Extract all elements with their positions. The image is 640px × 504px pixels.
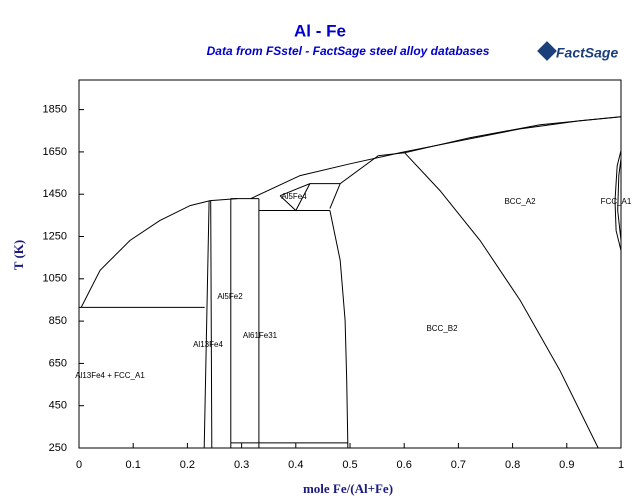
y-axis-label: T (K) [11, 240, 26, 270]
phase-boundary [80, 198, 238, 308]
y-tick-label: 450 [49, 400, 67, 412]
region-label: Al5Fe4 [281, 192, 307, 201]
region-label: Al13Fe4 [193, 340, 223, 349]
x-tick-label: 0.4 [288, 459, 303, 471]
phase-boundary [329, 183, 341, 209]
x-tick-label: 0.7 [451, 459, 466, 471]
y-tick-label: 1850 [43, 104, 67, 116]
x-axis-label: mole Fe/(Al+Fe) [303, 481, 393, 496]
y-tick-label: 650 [49, 357, 67, 369]
y-tick-label: 1650 [43, 146, 67, 158]
logo: FactSage [537, 41, 618, 61]
x-tick-label: 0.9 [559, 459, 574, 471]
x-tick-label: 0.2 [180, 459, 195, 471]
chart-title: Al - Fe [294, 21, 346, 40]
x-tick-label: 0.6 [397, 459, 412, 471]
phase-boundary [203, 200, 210, 449]
phase-boundary [230, 442, 349, 448]
phase-boundary [404, 152, 599, 449]
y-tick-label: 850 [49, 315, 67, 327]
logo-mark [537, 41, 557, 61]
phase-boundary [329, 210, 349, 443]
region-label: Al5Fe2 [217, 292, 243, 301]
phase-boundary [210, 200, 213, 449]
y-tick-label: 1050 [43, 273, 67, 285]
x-tick-label: 0.8 [505, 459, 520, 471]
y-tick-label: 1250 [43, 230, 67, 242]
x-tick-label: 0 [76, 459, 82, 471]
x-tick-label: 0.5 [342, 459, 357, 471]
region-label: FCC_A1 [601, 197, 632, 206]
region-label: BCC_B2 [426, 324, 458, 333]
x-tick-label: 0.1 [126, 459, 141, 471]
logo-text: FactSage [556, 45, 618, 61]
plot-frame [78, 79, 622, 449]
phase-boundary [617, 158, 622, 241]
phase-boundary [614, 150, 622, 251]
phase-boundary [279, 116, 622, 197]
region-label: Al61Fe31 [243, 331, 278, 340]
region-label: BCC_A2 [504, 197, 536, 206]
y-tick-label: 250 [49, 442, 67, 454]
region-label: Al13Fe4 + FCC_A1 [75, 371, 145, 380]
x-tick-label: 0.3 [234, 459, 249, 471]
x-tick-label: 1 [618, 459, 624, 471]
phase-boundary [279, 183, 311, 212]
y-tick-label: 1450 [43, 188, 67, 200]
chart-subtitle: Data from FSstel - FactSage steel alloy … [207, 44, 490, 58]
